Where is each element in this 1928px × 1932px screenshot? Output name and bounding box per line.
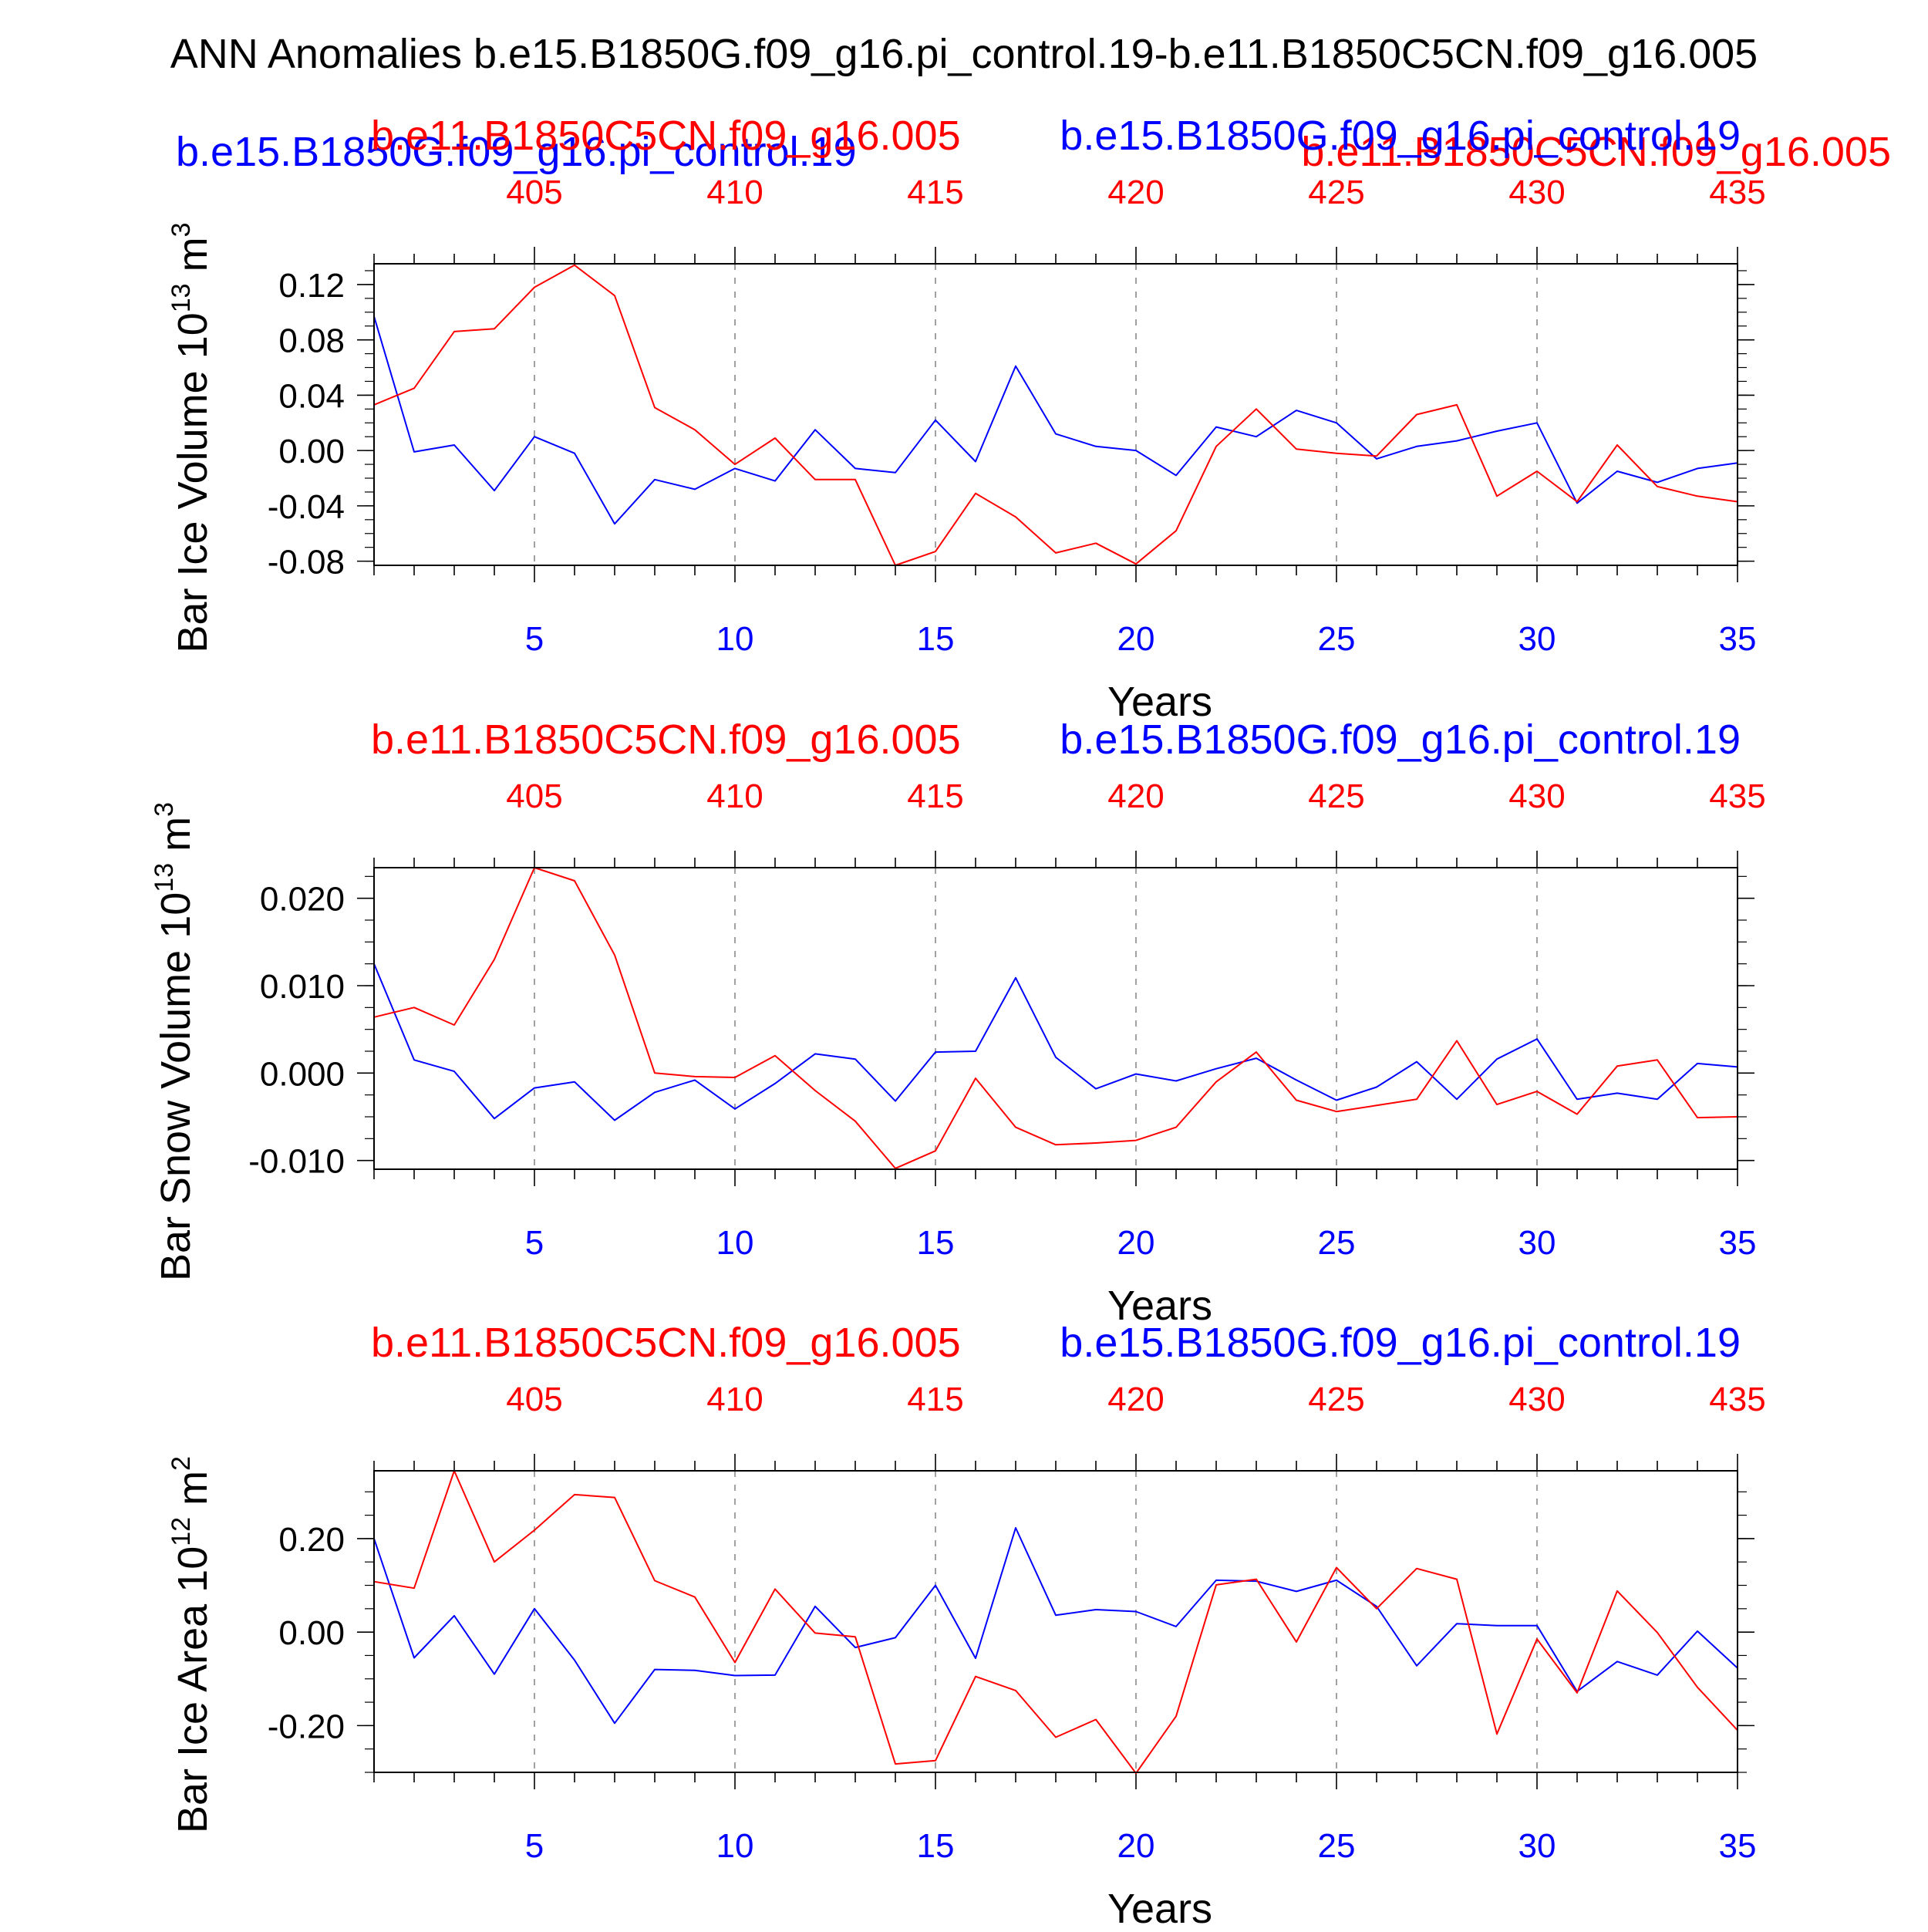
y-axis-title-part: m (153, 817, 199, 863)
x-tick-label-top: 430 (1508, 174, 1565, 211)
series-line-reference (373, 1470, 1738, 1775)
x-tick-label-bottom: 20 (1117, 1827, 1155, 1865)
top-axis-label-control: b.e15.B1850G.f09_g16.pi_control.19 (1060, 1320, 1741, 1366)
x-tick-label-top: 425 (1308, 777, 1364, 815)
x-tick-label-top: 420 (1107, 1381, 1164, 1418)
x-tick-label-bottom: 5 (525, 1827, 544, 1865)
series-line-reference (373, 264, 1738, 566)
top-axis-label-reference: b.e11.B1850C5CN.f09_g16.005 (371, 716, 961, 763)
x-tick-label-bottom: 30 (1518, 1224, 1556, 1262)
top-axis-label-control: b.e15.B1850G.f09_g16.pi_control.19 (1060, 716, 1741, 763)
panel-1: 0.12 0.08 0.04 0.00 -0.04 -0.08 5 10 15 20 25 30 35 4… (167, 113, 1766, 725)
y-tick-label: 0.04 (278, 377, 345, 415)
top-axis-label-reference: b.e11.B1850C5CN.f09_g16.005 (371, 1320, 961, 1366)
x-tick-label-top: 425 (1308, 1381, 1364, 1418)
x-tick-label-top: 420 (1107, 174, 1164, 211)
x-tick-label-top: 430 (1508, 1381, 1565, 1418)
x-tick-label-top: 410 (706, 777, 763, 815)
y-tick-label: 0.000 (260, 1055, 345, 1093)
x-tick-label-bottom: 5 (525, 1224, 544, 1262)
x-tick-label-bottom: 25 (1318, 1827, 1356, 1865)
y-tick-label: 0.20 (278, 1521, 345, 1559)
y-tick-label: 0.08 (278, 322, 345, 360)
x-tick-label-bottom: 10 (716, 1224, 754, 1262)
top-axis-label-reference: b.e11.B1850C5CN.f09_g16.005 (371, 113, 961, 159)
main-title: ANN Anomalies b.e15.B1850G.f09_g16.pi_co… (170, 31, 1758, 77)
x-tick-label-top: 430 (1508, 777, 1565, 815)
y-tick-label: -0.010 (248, 1143, 345, 1181)
x-tick-label-bottom: 35 (1719, 1224, 1757, 1262)
series-line-reference (373, 867, 1738, 1169)
plot-frame (373, 263, 1738, 566)
y-axis-title-part: Bar Ice Volume 10 (170, 312, 216, 652)
x-tick-label-top: 415 (907, 1381, 963, 1418)
x-tick-label-bottom: 35 (1719, 620, 1757, 658)
x-tick-label-top: 420 (1107, 777, 1164, 815)
y-tick-label: 0.00 (278, 433, 345, 470)
y-axis-title-part: m (170, 237, 216, 283)
x-axis-title: Years (1107, 679, 1212, 725)
x-tick-label-top: 405 (506, 174, 562, 211)
panel-3: 0.20 0.00 -0.20 5 10 15 20 25 30 35 405 410 415 420 42… (167, 1320, 1766, 1932)
series-line-control (373, 315, 1738, 525)
y-tick-label: 0.12 (278, 267, 345, 305)
y-axis-title: Bar Snow Volume 1013 m3 (150, 802, 199, 1281)
x-axis-title: Years (1107, 1886, 1212, 1928)
x-tick-label-top: 410 (706, 1381, 763, 1418)
x-tick-label-bottom: 15 (917, 620, 955, 658)
x-tick-label-bottom: 15 (917, 1827, 955, 1865)
y-tick-label: -0.08 (268, 544, 345, 582)
x-tick-label-bottom: 35 (1719, 1827, 1757, 1865)
x-tick-label-top: 415 (907, 777, 963, 815)
y-tick-label: -0.20 (268, 1708, 345, 1745)
x-tick-label-top: 435 (1709, 777, 1765, 815)
x-tick-label-bottom: 10 (716, 620, 754, 658)
panel-2: 0.020 0.010 0.000 -0.010 5 10 15 20 25 30 35 405 410… (150, 716, 1766, 1329)
top-axis-label-control: b.e15.B1850G.f09_g16.pi_control.19 (1060, 113, 1741, 159)
x-tick-label-top: 435 (1709, 174, 1765, 211)
y-axis-title: Bar Ice Area 1012 m2 (167, 1456, 216, 1833)
y-axis-title-part: 13 (150, 863, 179, 892)
x-tick-label-bottom: 15 (917, 1224, 955, 1262)
series-line-control (373, 963, 1738, 1121)
y-axis-title-part: 13 (167, 283, 196, 312)
plot-frame (373, 867, 1738, 1170)
y-tick-label: 0.020 (260, 881, 345, 919)
x-tick-label-top: 435 (1709, 1381, 1765, 1418)
x-tick-label-bottom: 25 (1318, 1224, 1356, 1262)
x-tick-label-bottom: 20 (1117, 620, 1155, 658)
y-tick-label: -0.04 (268, 488, 345, 526)
x-tick-label-top: 410 (706, 174, 763, 211)
y-axis-title-part: 12 (167, 1517, 196, 1546)
y-axis-title-part: 3 (167, 222, 196, 237)
x-tick-label-top: 405 (506, 777, 562, 815)
x-axis-title: Years (1107, 1283, 1212, 1329)
y-axis-title-part: m (170, 1471, 216, 1517)
x-tick-label-bottom: 25 (1318, 620, 1356, 658)
x-tick-label-top: 405 (506, 1381, 562, 1418)
y-axis-title-part: 3 (150, 802, 179, 817)
y-axis-title-part: Bar Snow Volume 10 (153, 892, 199, 1281)
y-axis-title-part: Bar Ice Area 10 (170, 1546, 216, 1833)
x-tick-label-bottom: 5 (525, 620, 544, 658)
x-tick-label-bottom: 10 (716, 1827, 754, 1865)
x-tick-label-top: 425 (1308, 174, 1364, 211)
x-tick-label-bottom: 30 (1518, 1827, 1556, 1865)
legend-overlay-reference-label: b.e11.B1850C5CN.f09_g16.005 (1301, 129, 1891, 175)
y-axis-title-part: 2 (167, 1456, 196, 1471)
x-tick-label-bottom: 30 (1518, 620, 1556, 658)
y-tick-label: 0.00 (278, 1614, 345, 1652)
series-line-control (373, 1527, 1738, 1725)
panels-container: 0.120.080.040.00-0.04-0.085 10 15 20 25 30 354… (150, 113, 1766, 1932)
y-tick-label: 0.010 (260, 968, 345, 1006)
y-axis-title: Bar Ice Volume 1013 m3 (167, 222, 216, 652)
x-tick-label-top: 415 (907, 174, 963, 211)
plot-frame (373, 1470, 1738, 1773)
legend-overlay-control-label: b.e15.B1850G.f09_g16.pi_control.19 (176, 129, 857, 175)
x-tick-label-bottom: 20 (1117, 1224, 1155, 1262)
